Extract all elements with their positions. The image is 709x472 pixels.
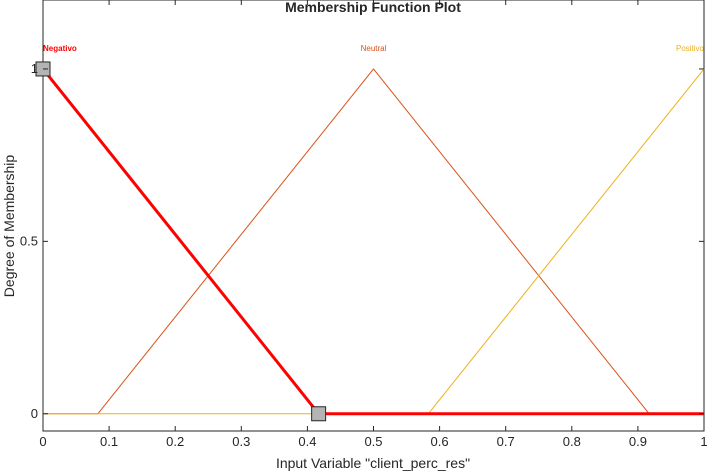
x-tick-label: 0.5	[364, 434, 382, 449]
chart-title: Membership Function Plot	[285, 0, 461, 15]
y-tick-label: 0.5	[20, 233, 38, 248]
x-tick-label: 0.3	[232, 434, 250, 449]
x-tick-label: 0.8	[563, 434, 581, 449]
y-tick-label: 0	[31, 406, 38, 421]
x-tick-label: 1	[700, 434, 707, 449]
x-tick-label: 0.1	[100, 434, 118, 449]
x-tick-label: 0	[39, 434, 46, 449]
axes-box	[42, 0, 705, 432]
mf-label-positivo[interactable]: Positivo	[676, 44, 705, 53]
x-tick-label: 0.6	[431, 434, 449, 449]
mf-label-negativo[interactable]: Negativo	[43, 44, 77, 53]
y-axis-label: Degree of Membership	[1, 155, 17, 298]
x-tick-label: 0.2	[166, 434, 184, 449]
x-tick-label: 0.7	[497, 434, 515, 449]
mf-vertex-handle[interactable]	[311, 406, 327, 422]
mf-label-neutral[interactable]: Neutral	[361, 44, 387, 53]
x-axis-label: Input Variable "client_perc_res"	[276, 455, 470, 471]
y-tick-label: 1	[31, 61, 38, 76]
x-tick-label: 0.4	[298, 434, 316, 449]
x-tick-label: 0.9	[629, 434, 647, 449]
